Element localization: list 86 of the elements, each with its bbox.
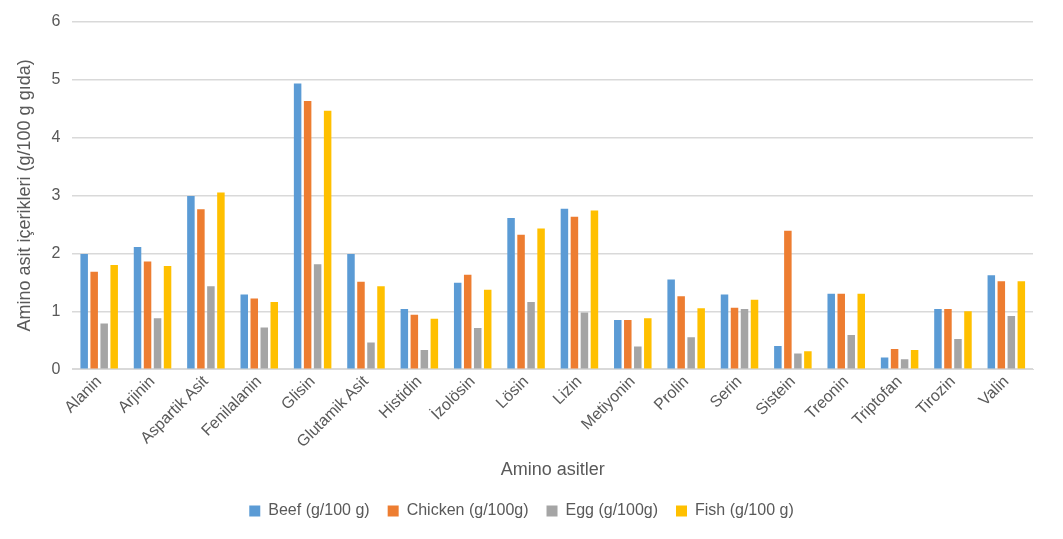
bar bbox=[400, 308, 409, 369]
bar bbox=[624, 319, 632, 369]
bar bbox=[143, 261, 152, 369]
x-tick-label: Valin bbox=[975, 372, 1012, 409]
legend-label: Beef (g/100 g) bbox=[268, 501, 370, 519]
bar bbox=[900, 359, 909, 369]
bar bbox=[537, 228, 545, 369]
bar bbox=[430, 318, 439, 369]
bar bbox=[323, 110, 332, 369]
bar bbox=[1007, 315, 1016, 369]
bar bbox=[580, 312, 589, 369]
bar bbox=[890, 348, 899, 369]
bar bbox=[590, 210, 599, 369]
bar bbox=[163, 266, 172, 369]
legend-label: Egg (g/100g) bbox=[565, 501, 659, 519]
legend-label: Fish (g/100 g) bbox=[695, 501, 794, 519]
bar bbox=[634, 346, 642, 369]
bar bbox=[560, 208, 569, 369]
bar bbox=[377, 286, 385, 369]
bar bbox=[517, 234, 525, 369]
bar bbox=[720, 294, 729, 369]
bar bbox=[827, 293, 835, 369]
bar bbox=[367, 342, 375, 369]
y-tick-label: 0 bbox=[51, 359, 61, 377]
bar bbox=[217, 192, 225, 369]
bar bbox=[667, 279, 675, 369]
bar bbox=[303, 100, 312, 369]
bar bbox=[784, 230, 792, 369]
y-tick-label: 4 bbox=[51, 127, 61, 145]
bar bbox=[677, 296, 685, 369]
bar bbox=[740, 308, 749, 369]
bar bbox=[687, 337, 695, 369]
bar bbox=[453, 282, 462, 369]
bar bbox=[794, 353, 802, 369]
bar bbox=[750, 299, 759, 369]
y-tick-label: 1 bbox=[51, 301, 61, 319]
bar bbox=[804, 351, 812, 369]
bar bbox=[847, 335, 855, 369]
bar bbox=[133, 246, 142, 369]
bar bbox=[483, 289, 492, 369]
y-tick-label: 6 bbox=[51, 12, 61, 30]
bar bbox=[527, 301, 535, 369]
bar bbox=[90, 271, 98, 369]
bar bbox=[313, 264, 322, 369]
y-tick-label: 5 bbox=[51, 69, 61, 87]
bar bbox=[507, 217, 515, 369]
bar bbox=[100, 323, 108, 369]
bar bbox=[910, 350, 919, 369]
bar bbox=[774, 346, 782, 369]
bar bbox=[837, 293, 845, 369]
bar bbox=[987, 275, 996, 369]
bar bbox=[644, 318, 652, 369]
bar bbox=[857, 293, 865, 369]
bar bbox=[347, 253, 355, 369]
bar bbox=[944, 308, 952, 369]
bar bbox=[197, 209, 205, 369]
bar bbox=[964, 311, 972, 369]
y-tick-label: 3 bbox=[51, 185, 61, 203]
bar bbox=[260, 327, 269, 369]
y-axis-title: Amino asit içerikleri (g/100 g gıda) bbox=[13, 59, 34, 332]
bar bbox=[240, 294, 249, 369]
bar bbox=[614, 319, 622, 369]
bar bbox=[153, 318, 162, 369]
bar bbox=[463, 274, 472, 369]
bar bbox=[207, 286, 215, 369]
legend-label: Chicken (g/100g) bbox=[406, 501, 529, 519]
bar bbox=[293, 83, 302, 369]
bar bbox=[250, 298, 259, 369]
bar bbox=[997, 281, 1006, 369]
bar bbox=[110, 264, 118, 369]
bar bbox=[80, 253, 88, 369]
bar bbox=[473, 328, 482, 369]
bar bbox=[730, 307, 739, 369]
bar bbox=[697, 308, 705, 369]
bar bbox=[187, 195, 195, 369]
bar bbox=[934, 308, 942, 369]
bar bbox=[357, 281, 365, 369]
x-axis-title: Amino asitler bbox=[500, 459, 605, 480]
bar bbox=[420, 350, 429, 369]
y-tick-label: 2 bbox=[51, 243, 61, 261]
bar bbox=[1017, 281, 1026, 369]
bar bbox=[570, 216, 579, 369]
x-tick-label: Lizin bbox=[549, 372, 585, 408]
bar bbox=[954, 339, 962, 369]
bar bbox=[270, 301, 279, 369]
bar bbox=[410, 314, 419, 369]
